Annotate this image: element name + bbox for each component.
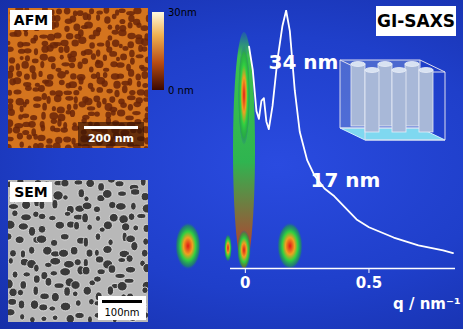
svg-text:GI-SAXS: GI-SAXS <box>377 11 455 31</box>
svg-text:0: 0 <box>240 274 250 292</box>
svg-text:0 nm: 0 nm <box>168 85 194 96</box>
svg-text:30nm: 30nm <box>168 7 197 18</box>
svg-text:AFM: AFM <box>14 12 48 28</box>
svg-text:SEM: SEM <box>14 184 48 200</box>
svg-text:200 nm: 200 nm <box>88 132 134 145</box>
svg-text:q / nm⁻¹: q / nm⁻¹ <box>393 295 460 313</box>
svg-text:100nm: 100nm <box>104 307 139 318</box>
svg-text:0.5: 0.5 <box>356 274 383 292</box>
svg-text:17 nm: 17 nm <box>311 168 381 192</box>
svg-text:34 nm: 34 nm <box>269 50 339 74</box>
